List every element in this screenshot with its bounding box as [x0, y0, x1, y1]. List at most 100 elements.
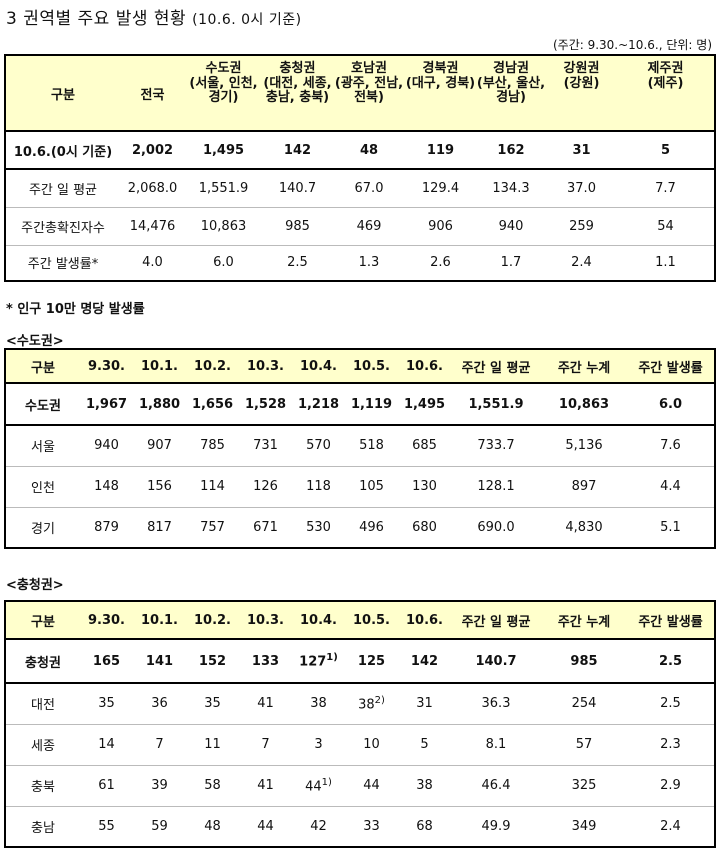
capital-header-cell: 10.4. [292, 348, 345, 384]
chungcheong-cell: 46.4 [451, 765, 541, 807]
capital-header-cell: 10.3. [239, 348, 292, 384]
chungcheong-cell: 142 [398, 638, 451, 684]
summary-cell: 14,476 [120, 207, 185, 246]
capital-cell-value: 130 [412, 479, 437, 494]
chungcheong-cell: 5 [398, 724, 451, 766]
chungcheong-cell: 14 [80, 724, 133, 766]
capital-cell: 1,656 [186, 382, 239, 426]
capital-cell: 879 [80, 507, 133, 549]
chungcheong-header-cell: 10.1. [133, 600, 186, 640]
capital-cell: 733.7 [451, 425, 541, 467]
summary-row: 주간 발생률* 4.0 6.0 2.5 1.3 2.6 1.7 2.4 1.1 [5, 245, 715, 281]
chungcheong-cell: 325 [541, 765, 627, 807]
summary-header-cell: 전국 [120, 55, 185, 132]
capital-cell: 경기 [4, 507, 80, 549]
chungcheong-cell-value: 68 [416, 818, 433, 834]
chungcheong-cell-value: 44 [363, 778, 380, 793]
summary-cell: 119 [405, 131, 476, 170]
summary-cell: 1.3 [358, 255, 380, 271]
chungcheong-cell-value: 58 [204, 778, 221, 793]
summary-cell: 1.1 [655, 255, 676, 271]
chungcheong-cell: 39 [133, 765, 186, 807]
capital-cell-value: 879 [94, 519, 119, 535]
capital-cell-value: 105 [359, 479, 384, 494]
chungcheong-cell: 10 [345, 724, 398, 766]
chungcheong-cell-value: 141 [145, 653, 174, 669]
chungcheong-row: 세종 14 7 11 7 3 10 5 8.1 57 2.3 [4, 724, 716, 766]
chungcheong-cell-value: 152 [198, 653, 227, 669]
chungcheong-header-cell: 10.2. [186, 600, 239, 640]
capital-cell-value: 4,830 [565, 519, 603, 535]
summary-cell: 140.7 [262, 169, 333, 208]
capital-header-cell: 9.30. [80, 348, 133, 384]
chungcheong-cell: 대전 [4, 683, 80, 725]
capital-cell: 118 [292, 466, 345, 508]
capital-cell: 105 [345, 466, 398, 508]
capital-cell-value: 757 [200, 519, 225, 535]
chungcheong-cell-value: 142 [410, 653, 439, 669]
capital-cell: 6.0 [627, 382, 716, 426]
summary-cell: 129.4 [405, 169, 476, 208]
capital-cell-value: 897 [571, 479, 597, 494]
chungcheong-cell-value: 세종 [31, 739, 55, 754]
capital-cell: 서울 [4, 425, 80, 467]
chungcheong-cell: 125 [345, 638, 398, 684]
capital-cell-value: 680 [412, 519, 437, 535]
chungcheong-cell: 8.1 [451, 724, 541, 766]
chungcheong-cell-value: 39 [151, 778, 168, 793]
chungcheong-cell: 충남 [4, 806, 80, 848]
capital-row: 수도권 1,967 1,880 1,656 1,528 1,218 1,119 1,495 1,… [4, 382, 716, 426]
summary-subheader-cell: (서울, 인천, 경기) [185, 77, 262, 132]
chungcheong-cell: 31 [398, 683, 451, 725]
summary-cell: 4.0 [142, 255, 163, 271]
chungcheong-cell: 충청권 [4, 638, 80, 684]
capital-cell-value: 940 [94, 438, 119, 454]
chungcheong-header-cell: 10.6. [398, 600, 451, 640]
capital-cell-value: 496 [359, 519, 384, 535]
summary-subheader-cell: (대구, 경북) [405, 77, 476, 132]
summary-cell: 54 [617, 207, 715, 246]
capital-cell: 1,967 [80, 382, 133, 426]
summary-cell: 2,002 [120, 131, 185, 170]
capital-cell-value: 733.7 [477, 438, 515, 454]
capital-cell: 757 [186, 507, 239, 549]
chungcheong-header-cell: 10.4. [292, 600, 345, 640]
chungcheong-row: 충청권 165 141 152 133 1271) 125 142 140.7 985 2.5 [4, 638, 716, 684]
footnote-mark: 1) [321, 776, 332, 788]
capital-cell-value: 530 [306, 519, 331, 535]
summary-cell: 1,495 [185, 131, 262, 170]
chungcheong-cell: 7 [239, 724, 292, 766]
summary-cell: 134.3 [476, 169, 546, 208]
capital-cell-value: 685 [412, 438, 437, 454]
capital-row: 서울 940 907 785 731 570 518 685 733.7 5,136 7.6 [4, 425, 716, 467]
capital-cell-value: 5,136 [565, 438, 603, 454]
capital-row: 경기 879 817 757 671 530 496 680 690.0 4,830 5.1 [4, 507, 716, 549]
capital-cell: 817 [133, 507, 186, 549]
chungcheong-cell-value: 11 [204, 737, 221, 752]
chungcheong-cell: 세종 [4, 724, 80, 766]
summary-cell: 주간총확진자수 [5, 207, 120, 246]
capital-header-cell: 10.6. [398, 348, 451, 384]
chungcheong-cell: 55 [80, 806, 133, 848]
chungcheong-section-title: <충청권> [6, 578, 64, 593]
summary-cell: 2.6 [430, 255, 451, 271]
capital-header-cell: 구분 [4, 348, 80, 384]
chungcheong-cell-value: 125 [357, 653, 386, 669]
capital-cell-value: 1,528 [244, 396, 287, 412]
chungcheong-cell: 33 [345, 806, 398, 848]
chungcheong-cell-value: 대전 [31, 698, 55, 714]
chungcheong-cell: 38 [292, 683, 345, 725]
chungcheong-cell: 11 [186, 724, 239, 766]
capital-header-cell: 10.1. [133, 348, 186, 384]
capital-cell-value: 817 [147, 519, 172, 535]
capital-cell-value: 156 [147, 479, 172, 494]
summary-cell: 142 [262, 131, 333, 170]
chungcheong-cell-value: 44 [257, 818, 274, 834]
capital-cell-value: 518 [359, 438, 384, 454]
capital-cell: 1,880 [133, 382, 186, 426]
chungcheong-cell: 254 [541, 683, 627, 725]
chungcheong-cell-value: 133 [251, 653, 280, 669]
summary-subheader-row: (서울, 인천, 경기) (대전, 세종, 충남, 충북) (광주, 전남, 전북)… [5, 77, 715, 132]
title-date: (10.6. 0시 기준) [192, 12, 302, 28]
chungcheong-cell-value: 57 [575, 737, 593, 752]
